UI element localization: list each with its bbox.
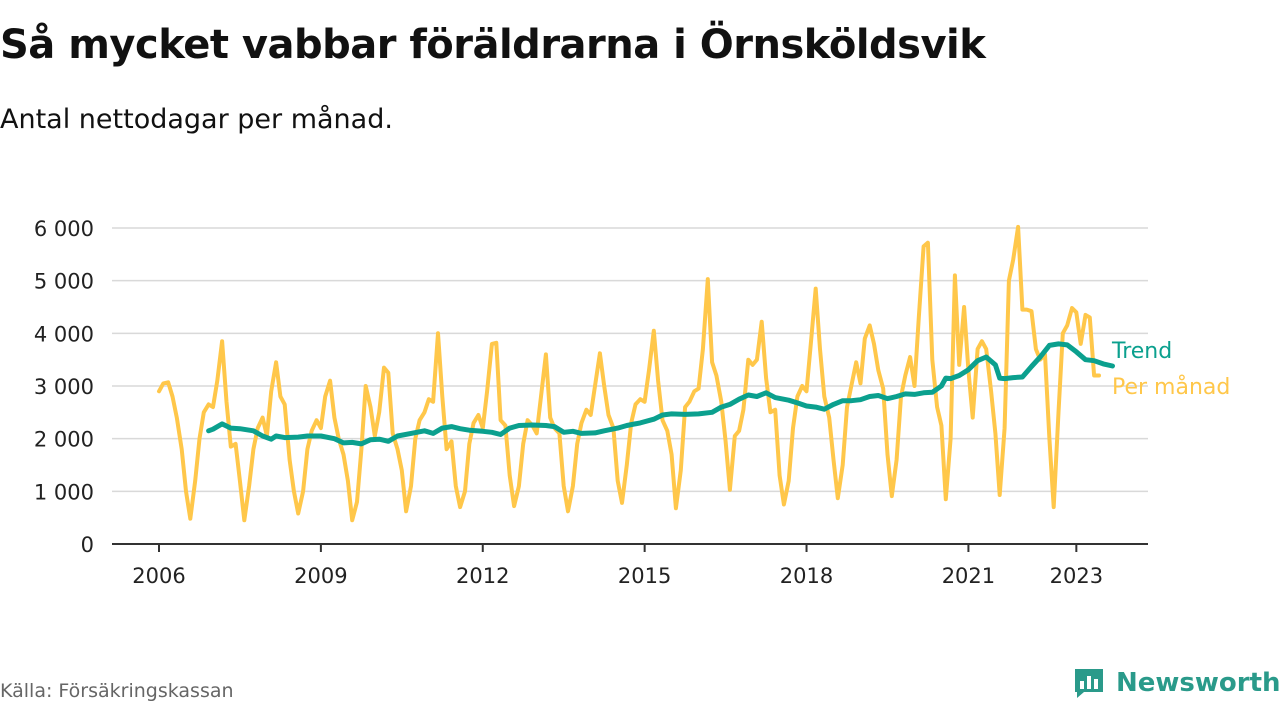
y-tick-label: 0 bbox=[81, 533, 94, 557]
x-tick-label: 2009 bbox=[294, 564, 347, 588]
series-label-trend: Trend bbox=[1111, 339, 1172, 364]
axes: 0 1 000 2 000 3 000 4 000 5 000 6 000 2006 2009 2… bbox=[34, 217, 1148, 588]
x-tick-label: 2021 bbox=[942, 564, 995, 588]
y-tick-label: 1 000 bbox=[34, 480, 94, 504]
series-line-trend bbox=[206, 341, 1115, 447]
bar-chart-speech-bubble-icon bbox=[1075, 669, 1103, 698]
chart-subtitle: Antal nettodagar per månad. bbox=[0, 104, 393, 135]
source-note: Källa: Försäkringskassan bbox=[0, 680, 234, 702]
x-tick-label: 2023 bbox=[1050, 564, 1103, 588]
y-tick-label: 4 000 bbox=[34, 322, 94, 346]
y-tick-label: 2 000 bbox=[34, 428, 94, 452]
y-tick-label: 3 000 bbox=[34, 375, 94, 399]
brand-name: Newsworthy bbox=[1116, 668, 1280, 698]
x-tick-label: 2012 bbox=[456, 564, 509, 588]
x-tick-label: 2018 bbox=[780, 564, 833, 588]
brand-logo[interactable]: Newsworthy bbox=[1072, 666, 1280, 700]
series bbox=[157, 224, 1115, 523]
x-tick-label: 2006 bbox=[132, 564, 185, 588]
series-line-per-manad bbox=[157, 224, 1101, 523]
y-tick-label: 6 000 bbox=[34, 217, 94, 241]
chart-title: Så mycket vabbar föräldrarna i Örnskölds… bbox=[0, 22, 986, 68]
x-tick-label: 2015 bbox=[618, 564, 671, 588]
series-label-per-manad: Per månad bbox=[1112, 374, 1230, 400]
series-labels: Trend Per månad bbox=[1111, 339, 1230, 400]
y-tick-label: 5 000 bbox=[34, 270, 94, 294]
